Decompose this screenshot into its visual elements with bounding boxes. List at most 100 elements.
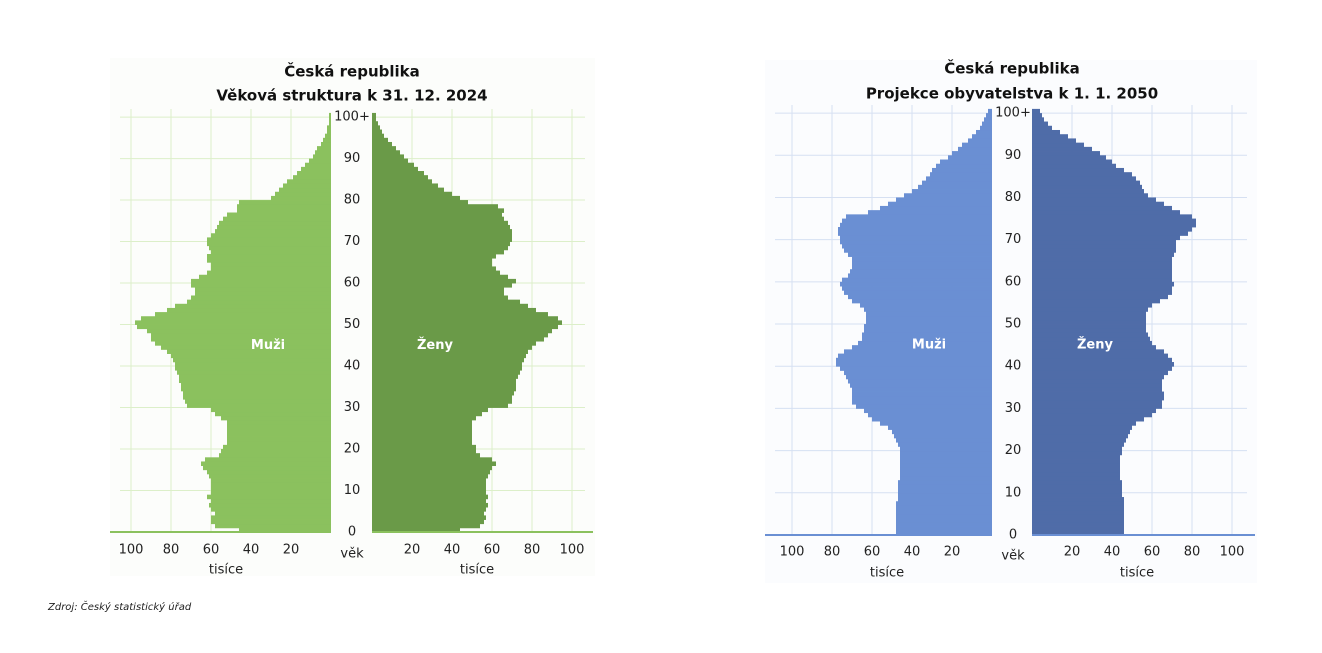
bar [1032,159,1112,165]
bar [372,208,504,213]
bar [372,307,536,313]
bar [1032,471,1120,477]
bar [171,353,331,359]
bar [177,370,331,375]
bar [372,390,514,396]
bar [1032,214,1192,219]
bar [986,113,992,118]
bar [1032,298,1160,304]
bar [856,404,992,409]
bar [227,432,331,437]
bar [151,336,331,342]
bar [372,220,508,226]
bar [898,442,992,447]
bar [866,311,992,317]
bar [1032,362,1174,367]
bar [223,444,331,450]
x-tick-label: 60 [1144,545,1161,560]
bar [372,411,482,417]
age-label: 10 [344,483,361,498]
bar [1032,256,1172,262]
bar [301,166,331,172]
bar [237,204,331,209]
bar [972,134,992,139]
bar [846,374,992,380]
age-label: 70 [344,234,361,249]
bar [207,254,331,259]
bar [1032,408,1156,414]
bar [900,450,992,456]
bar [372,237,512,242]
bar [900,454,992,460]
bar [864,307,992,312]
series-label: Ženy [1077,337,1113,353]
series-label: Ženy [417,337,453,353]
x-tick-label: 100 [780,545,805,560]
bar [1032,429,1130,435]
bar [936,163,992,169]
bar [211,407,331,413]
bar [948,155,992,160]
bar [313,154,331,159]
bar [842,218,992,224]
bar [848,378,992,384]
bar [896,505,992,511]
bar [317,146,331,151]
bar [852,387,992,392]
bar [372,511,484,516]
bar [297,171,331,176]
bar [372,490,486,496]
bar [1032,227,1192,232]
bar [844,248,992,253]
bar [372,419,472,425]
bar [1032,163,1116,169]
bar [321,141,331,147]
bar [1032,277,1172,283]
bar [840,366,992,371]
bar [372,112,376,118]
x-tick-label: 20 [283,543,300,558]
bar [211,249,331,255]
bar [372,465,492,471]
bar [1032,509,1124,515]
bar [211,478,331,483]
bar [1032,125,1052,131]
bar [896,518,992,523]
bar [844,349,992,354]
bar [1032,437,1126,443]
bar [922,180,992,186]
bar [1032,269,1172,274]
bar [181,382,331,388]
bar [864,408,992,414]
bar [211,515,331,520]
bar [372,299,520,305]
bar [1032,454,1120,460]
bar [329,112,331,118]
bar [860,302,992,308]
bar [151,332,331,338]
bar [227,424,331,429]
bar [1032,399,1162,405]
x-tick-label: 60 [203,543,220,558]
bar [329,121,331,126]
bar [167,307,331,313]
bar [842,286,992,291]
bar [1032,121,1048,127]
bar [179,378,331,384]
bar [209,245,331,251]
bar [984,117,992,122]
bar [207,258,331,263]
bar [227,440,331,446]
bar [211,507,331,512]
bar [372,453,480,458]
x-axis-label: tisíce [460,563,494,578]
bar [868,412,992,418]
bar [372,374,518,379]
bar [1032,281,1174,287]
bar [840,239,992,245]
bar [215,523,331,529]
bar [838,353,992,359]
bar [287,179,331,184]
bar [1032,243,1176,249]
age-label: 50 [344,317,361,332]
